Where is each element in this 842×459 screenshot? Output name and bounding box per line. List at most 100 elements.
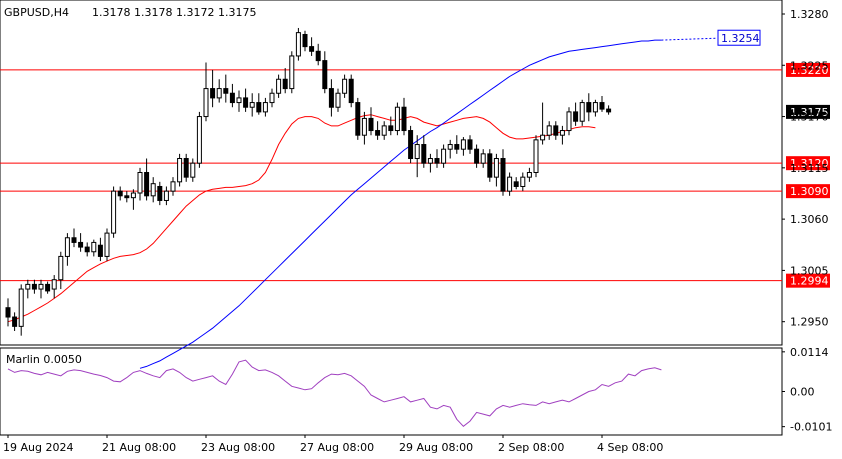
candle-body: [408, 130, 414, 160]
level-label-bg: [786, 273, 830, 288]
level-label: 1.3120: [790, 157, 829, 170]
candle-body: [546, 125, 552, 136]
candle-body: [210, 88, 216, 99]
candle-body: [414, 144, 420, 160]
candle-body: [223, 88, 229, 94]
time-tick-label: 21 Aug 08:00: [102, 441, 176, 454]
candle-body: [249, 102, 255, 108]
target-label: 1.3254: [721, 32, 760, 45]
candle-body: [289, 55, 295, 90]
time-tick-label: 2 Sep 08:00: [498, 441, 564, 454]
candle-body: [243, 97, 249, 108]
level-label: 1.3090: [790, 185, 829, 198]
candle-body: [124, 195, 130, 199]
current-price-bg: [786, 104, 830, 119]
level-label-bg: [786, 184, 830, 199]
candle-body: [368, 117, 374, 132]
candle-body: [276, 78, 282, 94]
ma-slow-line: [139, 39, 662, 369]
candle-body: [91, 241, 97, 253]
candle-body: [474, 148, 480, 164]
indicator-plot-frame: [0, 347, 783, 436]
candle-body: [269, 92, 275, 104]
candle-body: [150, 183, 156, 197]
time-tick-label: 27 Aug 08:00: [300, 441, 374, 454]
indicator-tick-label: 0.00: [790, 386, 815, 399]
candle-body: [144, 172, 150, 197]
candle-body: [487, 153, 493, 178]
candle-body: [12, 316, 18, 327]
moving-averages: 1.3254: [7, 29, 761, 369]
oscillator: [7, 359, 662, 427]
candle-body: [579, 102, 585, 122]
time-tick-label: 23 Aug 08:00: [201, 441, 275, 454]
candle-body: [203, 88, 209, 118]
candle-body: [520, 176, 526, 187]
candle-body: [553, 125, 559, 136]
indicator-plot-area: [0, 347, 783, 436]
candle-body: [335, 92, 341, 108]
candle-body: [447, 144, 453, 150]
candle-body: [18, 288, 24, 327]
level-label: 1.2994: [790, 275, 829, 288]
candle-body: [533, 139, 539, 174]
candle-body: [229, 92, 235, 104]
candle-body: [592, 102, 598, 113]
price-tick-label: 1.2950: [790, 316, 829, 329]
candle-body: [282, 78, 288, 90]
target-label-box: [717, 29, 761, 46]
level-label: 1.3220: [790, 64, 829, 77]
candle-body: [467, 139, 473, 150]
candle-body: [163, 190, 169, 201]
indicator-tick-label: 0.0114: [790, 346, 829, 359]
ohlc-readout: 1.3178 1.3178 1.3172 1.3175: [92, 6, 256, 19]
candle-body: [157, 185, 163, 201]
candle-body: [309, 46, 315, 52]
time-tick-label: 29 Aug 08:00: [399, 441, 473, 454]
time-tick-label: 4 Sep 08:00: [597, 441, 663, 454]
candle-body: [31, 283, 37, 290]
candle-body: [51, 279, 57, 290]
indicator-label: Marlin 0.0050: [6, 353, 82, 366]
candle-body: [441, 148, 447, 164]
candle-body: [256, 102, 262, 113]
candle-body: [586, 102, 592, 113]
candle-body: [540, 134, 546, 141]
candle-body: [513, 181, 519, 187]
candle-body: [375, 130, 381, 136]
oscillator-line: [7, 359, 662, 427]
candle-body: [130, 192, 136, 199]
candle-body: [196, 116, 202, 164]
candle-body: [177, 158, 183, 183]
candle-body: [111, 190, 117, 234]
current-price-label: 1.3175: [790, 106, 829, 119]
candle-body: [236, 97, 242, 104]
candle-body: [190, 162, 196, 178]
candle-body: [183, 158, 189, 178]
candle-body: [355, 102, 361, 136]
candle-body: [493, 158, 499, 178]
candle-body: [599, 102, 605, 110]
candles: 1.3175: [5, 27, 830, 336]
candle-body: [5, 307, 11, 318]
candle-body: [84, 246, 90, 253]
level-label-bg: [786, 62, 830, 77]
candle-body: [302, 34, 308, 48]
candle-body: [559, 130, 565, 136]
candle-body: [170, 181, 176, 192]
candle-body: [71, 237, 77, 243]
candle-body: [381, 125, 387, 136]
candle-body: [526, 172, 532, 178]
level-lines: 1.3220 1.3120 1.3090 1.2994: [0, 62, 830, 288]
price-axis: 1.32801.32251.31701.31151.30601.30051.29…: [782, 8, 832, 434]
candle-body: [262, 102, 268, 113]
ma-fast-line: [7, 114, 596, 323]
symbol-label: GBPUSD,H4: [4, 6, 69, 19]
candle-body: [315, 50, 321, 62]
price-tick-label: 1.3060: [790, 213, 829, 226]
candle-body: [64, 237, 70, 257]
price-tick-label: 1.3225: [790, 59, 829, 72]
candle-body: [480, 153, 486, 164]
candle-body: [401, 106, 407, 132]
